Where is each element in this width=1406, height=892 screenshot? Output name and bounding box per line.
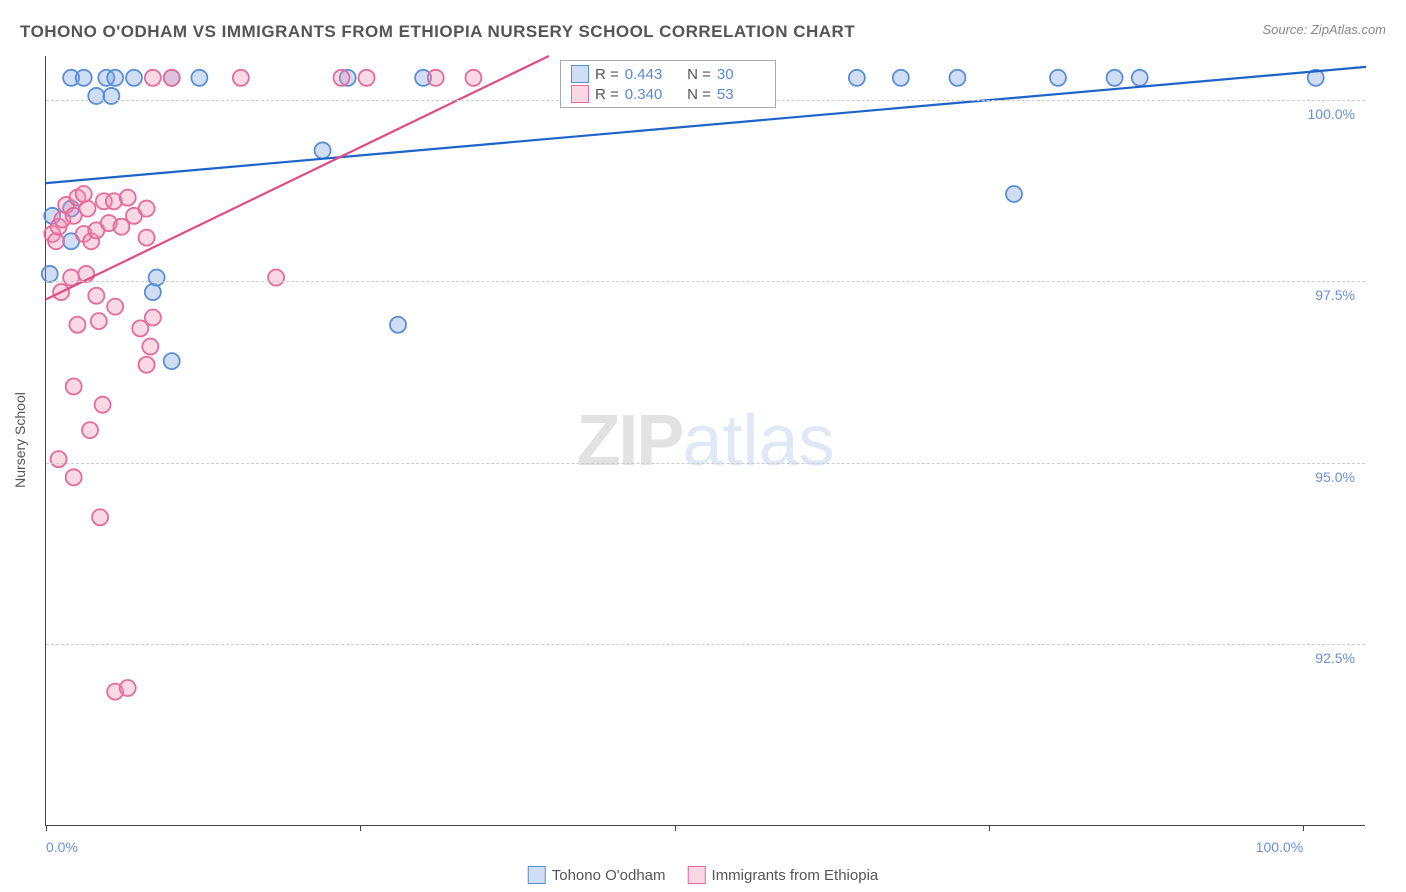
data-point (120, 190, 136, 206)
data-point (126, 70, 142, 86)
data-point (91, 313, 107, 329)
legend-swatch (571, 85, 589, 103)
data-point (191, 70, 207, 86)
data-point (1132, 70, 1148, 86)
x-tick (46, 825, 47, 831)
legend-n-value: 30 (717, 66, 765, 83)
data-point (359, 70, 375, 86)
legend-n-label: N = (679, 66, 711, 83)
data-point (849, 70, 865, 86)
data-point (149, 270, 165, 286)
legend-label: Tohono O'odham (552, 867, 666, 884)
data-point (1050, 70, 1066, 86)
x-tick-label: 100.0% (1256, 839, 1303, 855)
x-tick (360, 825, 361, 831)
data-point (92, 509, 108, 525)
y-tick-label: 97.5% (1315, 287, 1355, 303)
gridline (46, 281, 1365, 282)
data-point (139, 201, 155, 217)
data-point (69, 317, 85, 333)
data-point (1107, 70, 1123, 86)
gridline (46, 463, 1365, 464)
data-point (390, 317, 406, 333)
data-point (949, 70, 965, 86)
x-tick (1303, 825, 1304, 831)
data-point (145, 70, 161, 86)
data-point (107, 70, 123, 86)
data-point (82, 422, 98, 438)
legend-item: Tohono O'odham (528, 866, 666, 884)
data-point (139, 230, 155, 246)
data-point (164, 70, 180, 86)
legend-r-label: R = (595, 86, 619, 103)
data-point (76, 186, 92, 202)
legend-swatch (571, 65, 589, 83)
data-point (164, 353, 180, 369)
data-point (48, 233, 64, 249)
x-tick-label: 0.0% (46, 839, 78, 855)
y-tick-label: 92.5% (1315, 650, 1355, 666)
data-point (145, 284, 161, 300)
legend-swatch (688, 866, 706, 884)
plot-svg (46, 56, 1365, 825)
data-point (1006, 186, 1022, 202)
data-point (233, 70, 249, 86)
plot-area: ZIPatlas 100.0%97.5%95.0%92.5%0.0%100.0% (45, 56, 1365, 826)
data-point (66, 469, 82, 485)
data-point (428, 70, 444, 86)
y-tick-label: 100.0% (1308, 106, 1355, 122)
data-point (107, 299, 123, 315)
data-point (142, 339, 158, 355)
data-point (333, 70, 349, 86)
data-point (51, 451, 67, 467)
legend-r-value: 0.443 (625, 66, 673, 83)
x-tick (675, 825, 676, 831)
legend-label: Immigrants from Ethiopia (712, 867, 879, 884)
data-point (76, 70, 92, 86)
legend-swatch (528, 866, 546, 884)
data-point (79, 201, 95, 217)
legend-row: R = 0.443 N = 30 (571, 65, 765, 83)
legend-n-value: 53 (717, 86, 765, 103)
data-point (42, 266, 58, 282)
legend-item: Immigrants from Ethiopia (688, 866, 879, 884)
data-point (139, 357, 155, 373)
chart-source: Source: ZipAtlas.com (1262, 22, 1386, 37)
y-axis-title: Nursery School (12, 392, 28, 488)
chart-container: TOHONO O'ODHAM VS IMMIGRANTS FROM ETHIOP… (0, 0, 1406, 892)
legend-row: R = 0.340 N = 53 (571, 85, 765, 103)
x-tick (989, 825, 990, 831)
legend-r-label: R = (595, 66, 619, 83)
data-point (88, 288, 104, 304)
gridline (46, 644, 1365, 645)
series-legend: Tohono O'odham Immigrants from Ethiopia (528, 866, 879, 884)
data-point (145, 310, 161, 326)
data-point (95, 397, 111, 413)
legend-n-label: N = (679, 86, 711, 103)
correlation-legend: R = 0.443 N = 30R = 0.340 N = 53 (560, 60, 776, 108)
trend-line (46, 56, 549, 299)
data-point (465, 70, 481, 86)
data-point (66, 379, 82, 395)
y-tick-label: 95.0% (1315, 469, 1355, 485)
legend-r-value: 0.340 (625, 86, 673, 103)
chart-title: TOHONO O'ODHAM VS IMMIGRANTS FROM ETHIOP… (20, 22, 855, 42)
data-point (88, 88, 104, 104)
data-point (268, 270, 284, 286)
data-point (63, 270, 79, 286)
data-point (315, 142, 331, 158)
data-point (103, 88, 119, 104)
data-point (893, 70, 909, 86)
data-point (120, 680, 136, 696)
